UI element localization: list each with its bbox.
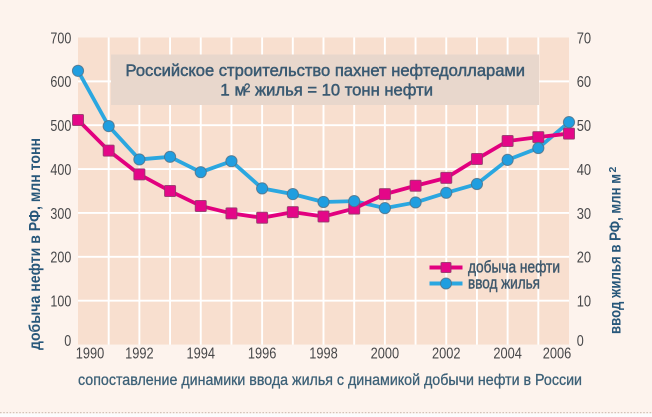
svg-text:70: 70 bbox=[577, 30, 591, 47]
svg-text:добыча нефти в РФ, млн тонн: добыча нефти в РФ, млн тонн bbox=[27, 138, 44, 350]
svg-text:60: 60 bbox=[577, 74, 591, 91]
svg-text:500: 500 bbox=[50, 118, 71, 135]
svg-text:300: 300 bbox=[50, 206, 71, 223]
svg-text:2006: 2006 bbox=[543, 345, 572, 362]
svg-text:20: 20 bbox=[577, 250, 591, 267]
svg-text:2: 2 bbox=[244, 83, 250, 95]
svg-text:1996: 1996 bbox=[248, 345, 277, 362]
svg-text:2: 2 bbox=[607, 167, 619, 173]
svg-text:700: 700 bbox=[50, 30, 71, 47]
svg-text:100: 100 bbox=[50, 294, 71, 311]
svg-text:1998: 1998 bbox=[309, 345, 338, 362]
svg-text:Российское строительство пахне: Российское строительство пахнет нефтедол… bbox=[126, 61, 526, 80]
svg-text:40: 40 bbox=[577, 162, 591, 179]
svg-text:0: 0 bbox=[577, 333, 584, 350]
svg-text:ввод жилья в РФ, млн м: ввод жилья в РФ, млн м bbox=[608, 174, 625, 334]
svg-text:добыча нефти: добыча нефти bbox=[468, 257, 560, 276]
svg-text:50: 50 bbox=[577, 118, 591, 135]
svg-text:1 м: 1 м bbox=[220, 81, 246, 100]
svg-text:400: 400 bbox=[50, 162, 71, 179]
svg-text:сопоставление динамики ввода ж: сопоставление динамики ввода жилья с дин… bbox=[78, 372, 582, 389]
svg-text:жилья = 10 тонн нефти: жилья = 10 тонн нефти bbox=[255, 81, 433, 100]
svg-text:200: 200 bbox=[50, 250, 71, 267]
svg-text:1990: 1990 bbox=[76, 345, 105, 362]
svg-text:2000: 2000 bbox=[371, 345, 400, 362]
svg-text:2004: 2004 bbox=[493, 345, 522, 362]
svg-text:600: 600 bbox=[50, 74, 71, 91]
svg-text:30: 30 bbox=[577, 206, 591, 223]
svg-text:2002: 2002 bbox=[432, 345, 461, 362]
svg-text:1994: 1994 bbox=[187, 345, 216, 362]
svg-text:10: 10 bbox=[577, 294, 591, 311]
svg-text:0: 0 bbox=[64, 333, 71, 350]
svg-text:1992: 1992 bbox=[125, 345, 154, 362]
svg-text:ввод жилья: ввод жилья bbox=[468, 273, 540, 292]
